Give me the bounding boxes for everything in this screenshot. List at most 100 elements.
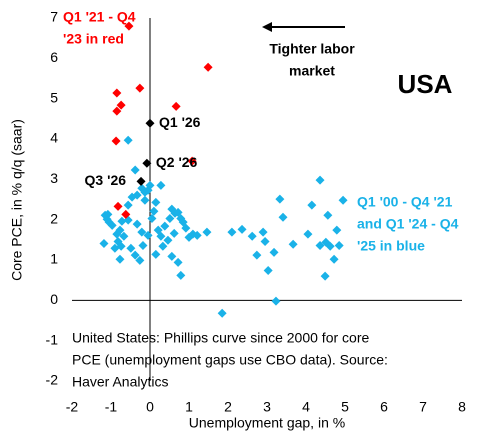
point <box>145 118 155 128</box>
point <box>156 180 166 190</box>
y-tick-label: 3 <box>50 170 58 186</box>
point <box>135 83 145 93</box>
point <box>315 175 325 185</box>
point <box>143 230 153 240</box>
point <box>307 200 317 210</box>
point-label: Q1 '26 <box>159 114 201 130</box>
point <box>117 216 127 226</box>
blue-note: and Q1 '24 - Q4 <box>357 216 459 232</box>
point <box>320 271 330 281</box>
point <box>338 195 348 205</box>
labor-note: market <box>289 63 335 79</box>
point <box>323 210 333 220</box>
point <box>115 225 125 235</box>
point <box>271 296 281 306</box>
point <box>112 106 122 116</box>
point <box>181 223 191 233</box>
x-tick-label: 5 <box>341 399 349 415</box>
point <box>151 249 161 259</box>
x-tick-label: 0 <box>146 399 154 415</box>
red-note: '23 in red <box>63 31 124 47</box>
point <box>151 197 161 207</box>
y-tick-label: -1 <box>46 331 59 347</box>
point <box>329 254 339 264</box>
point <box>247 231 257 241</box>
y-tick-label: -2 <box>46 372 59 388</box>
point <box>132 190 142 200</box>
point <box>111 136 121 146</box>
x-tick-label: 1 <box>185 399 193 415</box>
point <box>217 308 227 318</box>
point <box>145 180 155 190</box>
point <box>113 201 123 211</box>
x-tick-label: 2 <box>224 399 232 415</box>
point <box>252 250 262 260</box>
point <box>99 238 109 248</box>
point <box>124 21 134 31</box>
blue-note: Q1 '00 - Q4 '21 <box>357 194 453 210</box>
point <box>158 241 168 251</box>
point <box>275 194 285 204</box>
point <box>138 240 148 250</box>
country-label: USA <box>398 69 453 99</box>
y-tick-label: 1 <box>50 251 58 267</box>
y-axis-label: Core PCE, in % q/q (saar) <box>9 119 25 281</box>
x-axis-label: Unemployment gap, in % <box>189 415 345 431</box>
y-tick-label: 2 <box>50 210 58 226</box>
point <box>142 158 152 168</box>
source-note: PCE (unemployment gaps use CBO data). So… <box>72 352 388 368</box>
point <box>187 156 197 166</box>
x-tick-label: 7 <box>419 399 427 415</box>
source-note: Haver Analytics <box>72 374 168 390</box>
point <box>263 265 273 275</box>
point <box>169 228 179 238</box>
point <box>160 221 170 231</box>
point <box>258 227 268 237</box>
point <box>288 239 298 249</box>
point <box>137 227 147 237</box>
point <box>165 213 175 223</box>
point <box>126 243 136 253</box>
point <box>107 220 117 230</box>
y-tick-label: 4 <box>50 130 58 146</box>
point-label: Q2 '26 <box>156 154 198 170</box>
point <box>227 227 237 237</box>
x-tick-label: 6 <box>380 399 388 415</box>
point <box>156 231 166 241</box>
y-tick-label: 0 <box>50 291 58 307</box>
y-tick-label: 7 <box>50 9 58 25</box>
point <box>130 165 140 175</box>
point <box>121 209 131 219</box>
blue-note: '25 in blue <box>357 238 425 254</box>
point <box>119 231 129 241</box>
labor-note: Tighter labor <box>269 41 355 57</box>
point <box>173 257 183 267</box>
arrow-head <box>262 22 272 32</box>
red-note: Q1 '21 - Q4 <box>63 9 136 25</box>
point <box>103 209 113 219</box>
point <box>325 241 335 251</box>
point <box>176 270 186 280</box>
point <box>334 240 344 250</box>
point <box>167 251 177 261</box>
point-label: Q3 '26 <box>85 172 127 188</box>
x-tick-label: -1 <box>105 399 118 415</box>
point <box>332 225 342 235</box>
point <box>135 255 145 265</box>
point <box>110 243 120 253</box>
point <box>278 212 288 222</box>
y-tick-label: 6 <box>50 49 58 65</box>
x-tick-label: 4 <box>302 399 310 415</box>
source-note: United States: Phillips curve since 2000… <box>72 330 369 346</box>
point <box>112 88 122 98</box>
point <box>260 236 270 246</box>
point <box>115 254 125 264</box>
x-tick-label: 3 <box>263 399 271 415</box>
point <box>123 200 133 210</box>
point <box>136 176 146 186</box>
x-tick-label: 8 <box>458 399 466 415</box>
y-tick-label: 5 <box>50 89 58 105</box>
point <box>130 250 140 260</box>
point <box>140 195 150 205</box>
